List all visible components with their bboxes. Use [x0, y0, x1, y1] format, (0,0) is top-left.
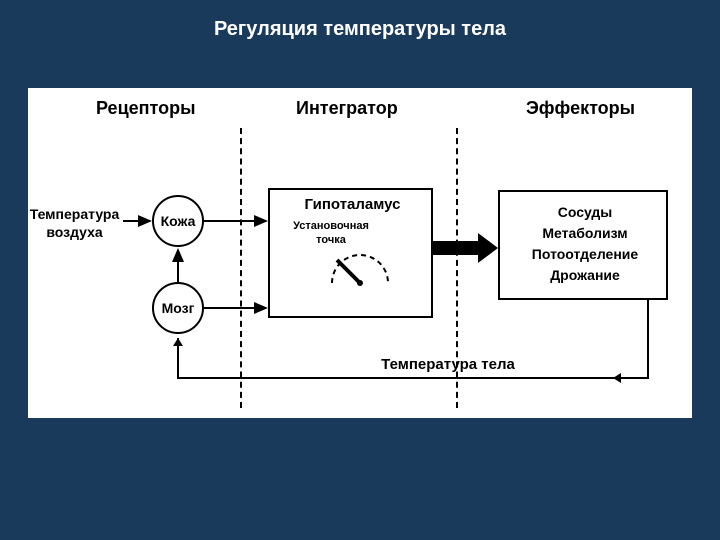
node-skin: Кожа — [152, 195, 204, 247]
effectors-list: СосудыМетаболизмПотоотделениеДрожание — [500, 202, 670, 286]
node-skin-label: Кожа — [161, 213, 196, 229]
node-brain-label: Мозг — [162, 300, 195, 316]
input-air-temp-label: Температуравоздуха — [22, 206, 127, 241]
integrator-box: Гипоталамус Установочнаяточка — [268, 188, 433, 318]
integrator-title: Гипоталамус — [270, 196, 435, 215]
page-title: Регуляция температуры тела — [0, 0, 720, 41]
divider-1 — [240, 128, 242, 408]
feedback-label: Температура тела — [348, 356, 548, 375]
effectors-box: СосудыМетаболизмПотоотделениеДрожание — [498, 190, 668, 300]
header-receptors: Рецепторы — [96, 98, 195, 119]
header-integrator: Интегратор — [296, 98, 398, 119]
diagram-canvas: Рецепторы Интегратор Эффекторы Температу… — [28, 88, 692, 418]
arrow-integrator-to-effectors — [433, 233, 498, 263]
node-brain: Мозг — [152, 282, 204, 334]
header-effectors: Эффекторы — [526, 98, 635, 119]
setpoint-label: Установочнаяточка — [276, 220, 386, 248]
